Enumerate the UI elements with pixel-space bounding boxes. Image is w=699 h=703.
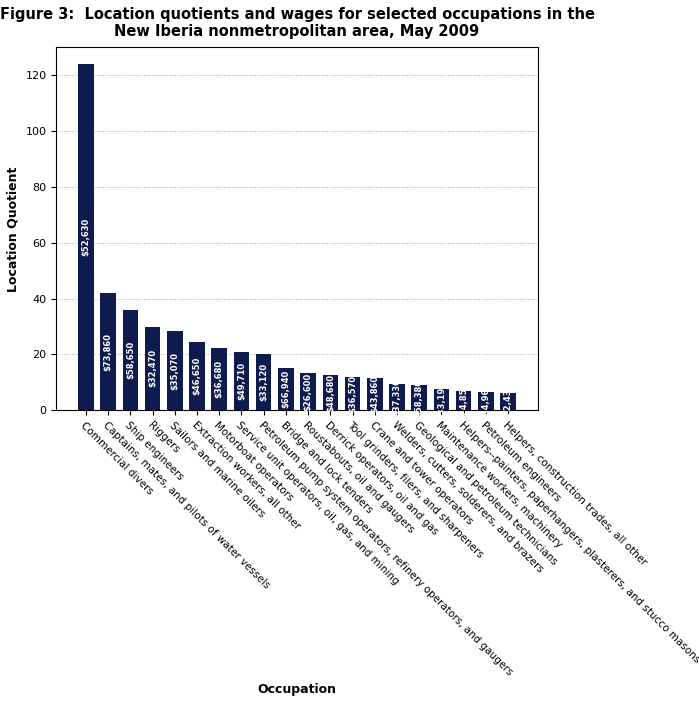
Text: $52,630: $52,630 xyxy=(82,218,90,257)
Text: $22,430: $22,430 xyxy=(503,382,512,421)
Bar xyxy=(367,378,382,411)
Bar xyxy=(433,389,449,411)
Bar xyxy=(456,391,471,411)
Text: $58,650: $58,650 xyxy=(126,341,135,379)
Text: $33,190: $33,190 xyxy=(437,381,446,419)
Bar xyxy=(122,310,138,411)
Text: $32,470: $32,470 xyxy=(148,349,157,387)
Y-axis label: Location Quotient: Location Quotient xyxy=(7,166,20,292)
Text: $49,710: $49,710 xyxy=(237,362,246,400)
Text: $37,330: $37,330 xyxy=(392,378,401,416)
Text: $46,650: $46,650 xyxy=(192,357,201,395)
Text: $33,120: $33,120 xyxy=(259,363,268,401)
Text: $26,600: $26,600 xyxy=(303,373,312,411)
Bar xyxy=(345,377,360,411)
Bar xyxy=(301,373,316,411)
Text: $36,570: $36,570 xyxy=(348,375,357,413)
Text: $66,940: $66,940 xyxy=(282,370,290,408)
X-axis label: Occupation: Occupation xyxy=(257,683,336,696)
Text: $36,680: $36,680 xyxy=(215,360,224,398)
Bar xyxy=(478,392,493,411)
Text: $58,380: $58,380 xyxy=(415,379,424,417)
Bar xyxy=(278,368,294,411)
Text: $48,680: $48,680 xyxy=(326,374,335,412)
Title: Figure 3:  Location quotients and wages for selected occupations in the
New Iber: Figure 3: Location quotients and wages f… xyxy=(0,7,595,39)
Bar xyxy=(256,354,271,411)
Bar xyxy=(101,293,116,411)
Bar xyxy=(233,352,250,411)
Bar xyxy=(322,375,338,411)
Text: $84,960: $84,960 xyxy=(482,382,490,420)
Bar xyxy=(500,393,516,411)
Bar xyxy=(78,64,94,411)
Bar xyxy=(412,385,427,411)
Bar xyxy=(145,327,160,411)
Text: $43,860: $43,860 xyxy=(370,375,380,413)
Bar xyxy=(389,384,405,411)
Text: $24,850: $24,850 xyxy=(459,382,468,420)
Bar xyxy=(212,347,227,411)
Bar xyxy=(189,342,205,411)
Text: $73,860: $73,860 xyxy=(103,333,113,370)
Bar xyxy=(167,330,182,411)
Text: $35,070: $35,070 xyxy=(171,352,180,389)
